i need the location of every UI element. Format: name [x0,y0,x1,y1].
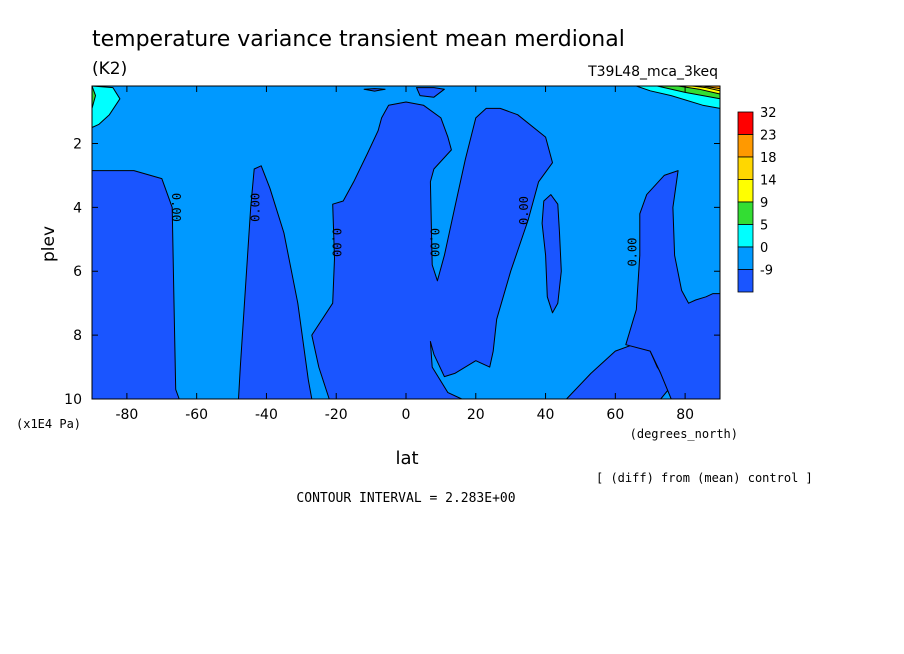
y-axis: 2 4 6 8 10 [64,136,720,408]
colorbar-label-5: 5 [760,219,768,234]
y-tick-label-4: 10 [64,392,82,408]
x-tick-label-6: 40 [537,407,555,423]
y-axis-units: (x1E4 Pa) [16,417,81,431]
contour-label-4: 0.00 [517,196,531,225]
colorbar: 32 23 18 14 9 5 0 -9 [737,106,777,293]
y-tick-label-3: 8 [73,328,82,344]
contour-label-5: 0.00 [625,238,639,267]
plot-area: 0.00 0.00 0.00 0.00 0.00 0.00 [91,85,721,400]
colorbar-label-1: 23 [760,129,777,144]
x-tick-label-4: 0 [402,407,411,423]
chart-title: temperature variance transient mean merd… [92,27,625,52]
run-label: T39L48_mca_3keq [587,64,718,80]
x-tick-label-8: 80 [676,407,694,423]
colorbar-swatch-1 [737,134,754,158]
x-tick-label-7: 60 [606,407,624,423]
contour-interval: CONTOUR INTERVAL = 2.283E+00 [296,491,515,506]
y-tick-label-0: 2 [73,136,82,152]
colorbar-label-7: -9 [760,264,773,279]
contour-region-6 [363,88,386,92]
colorbar-label-4: 9 [760,196,768,211]
colorbar-label-0: 32 [760,106,777,121]
x-tick-label-5: 20 [467,407,485,423]
y-axis-label: plev [39,226,59,262]
x-tick-label-0: -80 [115,407,138,423]
contour-region-1 [238,165,313,400]
y-tick-label-1: 4 [73,200,82,216]
colorbar-swatch-3 [737,179,754,203]
colorbar-swatch-7 [737,269,754,293]
colorbar-label-2: 18 [760,151,777,166]
colorbar-swatch-4 [737,201,754,225]
contour-labels: 0.00 0.00 0.00 0.00 0.00 0.00 [169,193,639,267]
x-tick-label-1: -60 [185,407,208,423]
contour-region-0 [91,170,180,400]
contour-label-0: 0.00 [169,193,183,222]
colorbar-swatch-0 [737,111,754,135]
colorbar-label-3: 14 [760,174,777,189]
contour-label-1: 0.00 [248,193,262,222]
contour-regions [91,85,721,400]
colorbar-swatch-5 [737,224,754,248]
x-axis-units: (degrees_north) [630,427,738,441]
contour-region-2 [311,101,553,400]
x-tick-label-3: -20 [325,407,348,423]
colorbar-swatch-6 [737,246,754,270]
contour-label-2: 0.00 [330,228,344,257]
diff-note: [ (diff) from (mean) control ] [596,471,813,485]
x-axis: -80 -60 -40 -20 0 20 40 60 80 [115,86,694,423]
contour-region-3 [541,194,562,314]
x-tick-label-2: -40 [255,407,278,423]
colorbar-swatch-2 [737,156,754,180]
chart-units: (K2) [92,59,127,79]
contour-label-3: 0.00 [427,228,441,257]
y-tick-label-2: 6 [73,264,82,280]
x-axis-label: lat [395,448,418,469]
colorbar-label-6: 0 [760,241,768,256]
contour-region-7 [416,87,445,98]
